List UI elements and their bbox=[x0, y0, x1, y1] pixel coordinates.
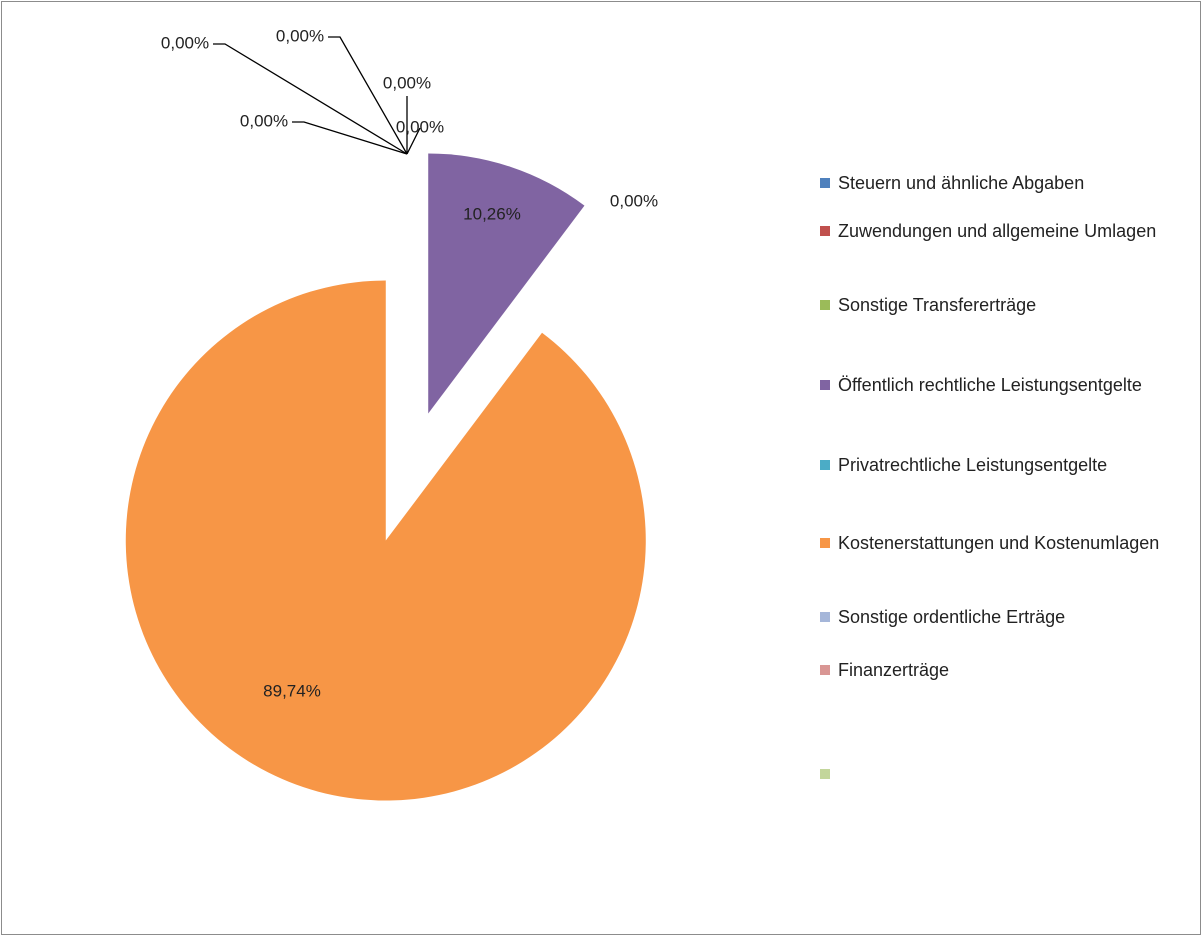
legend-swatch bbox=[820, 226, 830, 236]
leader-line bbox=[292, 121, 408, 155]
leader-line bbox=[406, 127, 421, 155]
legend-label: Kostenerstattungen und Kostenumlagen bbox=[838, 533, 1160, 553]
legend-item: Sonstige Transfererträge bbox=[820, 290, 1202, 321]
legend-swatch bbox=[820, 460, 830, 470]
legend-label: Sonstige ordentliche Erträge bbox=[838, 607, 1066, 627]
pie-slice bbox=[428, 153, 585, 414]
legend-item: Zuwendungen und allgemeine Umlagen bbox=[820, 216, 1202, 247]
legend-item: Privatrechtliche Leistungsentgelte bbox=[820, 450, 1202, 481]
data-label: 89,74% bbox=[263, 681, 321, 700]
data-label: 10,26% bbox=[463, 204, 521, 223]
legend-item: Öffentlich rechtliche Leistungsentgelte bbox=[820, 370, 1202, 401]
legend-label: Privatrechtliche Leistungsentgelte bbox=[838, 455, 1108, 475]
legend-label: Finanzerträge bbox=[838, 660, 950, 680]
data-label: 0,00% bbox=[161, 33, 209, 52]
legend-item: Sonstige ordentliche Erträge bbox=[820, 602, 1202, 633]
legend-item: Finanzerträge bbox=[820, 655, 1202, 686]
legend-swatch bbox=[820, 769, 830, 779]
legend-label: Sonstige Transfererträge bbox=[838, 295, 1037, 315]
legend-swatch bbox=[820, 612, 830, 622]
leader-line bbox=[328, 36, 408, 155]
data-label: 0,00% bbox=[396, 117, 444, 136]
legend-swatch bbox=[820, 380, 830, 390]
pie-slice bbox=[125, 280, 646, 801]
leader-line bbox=[213, 43, 408, 155]
data-label: 0,00% bbox=[383, 73, 431, 92]
legend-item: Steuern und ähnliche Abgaben bbox=[820, 168, 1202, 199]
legend-swatch bbox=[820, 300, 830, 310]
data-label: 0,00% bbox=[276, 26, 324, 45]
legend-swatch bbox=[820, 538, 830, 548]
legend-swatch bbox=[820, 665, 830, 675]
legend-label: Steuern und ähnliche Abgaben bbox=[838, 173, 1085, 193]
legend-label: Öffentlich rechtliche Leistungsentgelte bbox=[838, 375, 1142, 395]
legend-swatch bbox=[820, 178, 830, 188]
data-label: 0,00% bbox=[610, 191, 658, 210]
legend-item: Kostenerstattungen und Kostenumlagen bbox=[820, 528, 1202, 559]
legend-label: Zuwendungen und allgemeine Umlagen bbox=[838, 221, 1157, 241]
data-label: 0,00% bbox=[240, 111, 288, 130]
